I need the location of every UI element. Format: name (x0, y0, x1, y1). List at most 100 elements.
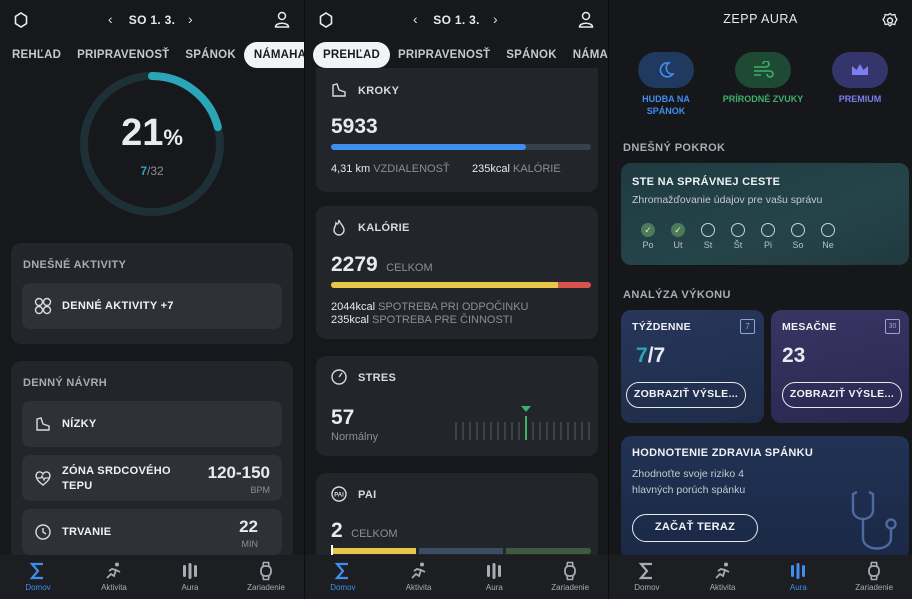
profile-icon[interactable] (274, 11, 290, 28)
nav-aura[interactable]: Aura (160, 561, 220, 592)
nav-activity[interactable]: Aktivita (693, 561, 753, 592)
running-icon (410, 562, 426, 579)
nav-home[interactable]: Domov (617, 561, 677, 592)
steps-card[interactable]: KROKY 5933 4,31 km VZDIALENOSŤ 235kcal K… (316, 68, 598, 192)
monthly-show-results-button[interactable]: ZOBRAZIŤ VÝSLE... (782, 382, 902, 408)
next-day-chevron-icon[interactable]: › (493, 11, 498, 27)
wind-icon (754, 61, 774, 78)
intensity-label: NÍZKY (62, 418, 97, 430)
pai-card[interactable]: PAI PAI 2 CELKOM (316, 473, 598, 563)
analysis-heading: ANALÝZA VÝKONU (623, 289, 731, 301)
tab-sleep[interactable]: SPÁNOK (506, 49, 557, 61)
strain-percent: 21% (121, 112, 183, 154)
nav-aura[interactable]: Aura (464, 561, 524, 592)
tab-readiness[interactable]: PRIPRAVENOSŤ (77, 49, 170, 61)
progress-heading: DNEŠNÝ POKROK (623, 142, 726, 154)
tab-strain[interactable]: NÁMAHA (572, 49, 608, 61)
calories-title: KALÓRIE (358, 222, 410, 234)
calories-bar (331, 282, 591, 288)
sleep-music-icon-wrap (638, 52, 694, 88)
aura-feature-row: HUDBA NA SPÁNOK PRÍRODNÉ ZVUKY PREMIUM (623, 52, 903, 117)
heart-rate-zone-row[interactable]: ZÓNA SRDCOVÉHO TEPU 120-150 BPM (22, 455, 282, 501)
tab-sleep[interactable]: SPÁNOK (185, 49, 236, 61)
profile-icon[interactable] (578, 11, 594, 28)
weekday-label: So (792, 240, 804, 250)
calendar-week-icon: 7 (740, 319, 755, 334)
next-day-chevron-icon[interactable]: › (188, 11, 193, 27)
nav-device[interactable]: Zariadenie (844, 561, 904, 592)
shoe-icon (36, 417, 50, 431)
aura-icon (183, 563, 197, 579)
date-label: SO 1. 3. (128, 13, 176, 27)
weekday-4: Pi (757, 223, 779, 250)
duration-row[interactable]: TRVANIE 22 MIN (22, 509, 282, 555)
progress-card[interactable]: STE NA SPRÁVNEJ CESTE Zhromažďovanie úda… (621, 163, 909, 265)
previous-day-chevron-icon[interactable]: ‹ (413, 11, 418, 27)
previous-day-chevron-icon[interactable]: ‹ (108, 11, 113, 27)
sigma-icon (29, 562, 43, 580)
sleep-health-card[interactable]: HODNOTENIE ZDRAVIA SPÁNKU Zhodnoťte svoj… (621, 436, 909, 560)
weekday-label: St (703, 240, 713, 250)
nav-aura[interactable]: Aura (768, 561, 828, 592)
duration-value: 22 (239, 517, 258, 536)
stress-value: 57 (331, 406, 355, 429)
watch-icon (564, 561, 577, 581)
shoe-icon (332, 83, 346, 97)
progress-subtitle: Zhromažďovanie údajov pre vašu správu (632, 194, 823, 206)
heart-rate-icon (35, 471, 51, 486)
nav-activity[interactable]: Aktivita (389, 561, 449, 592)
aura-panel: ZEPP AURA HUDBA NA SPÁNOK PRÍRODNÉ ZVUKY (608, 0, 912, 599)
daily-activities-label: DENNÉ AKTIVITY +7 (62, 300, 174, 312)
overview-panel: ‹ SO 1. 3. › PREHĽAD PRIPRAVENOSŤ SPÁNOK… (304, 0, 608, 599)
duration-label: TRVANIE (62, 526, 112, 538)
nav-activity[interactable]: Aktivita (84, 561, 144, 592)
calories-card[interactable]: KALÓRIE 2279 CELKOM 2044kcal SPOTREBA PR… (316, 206, 598, 339)
nav-device[interactable]: Zariadenie (540, 561, 600, 592)
weekly-analysis-card[interactable]: TÝŽDENNE 7 7/7 ZOBRAZIŤ VÝSLE... (621, 310, 764, 423)
tab-strain[interactable]: NÁMAHA (243, 42, 304, 68)
running-icon (106, 562, 121, 579)
steps-calories: 235kcal KALÓRIE (472, 163, 561, 175)
premium-icon-wrap (832, 52, 888, 88)
sleep-music-button[interactable]: HUDBA NA SPÁNOK (623, 52, 709, 117)
pai-bar (331, 548, 592, 554)
nav-home[interactable]: Domov (8, 561, 68, 592)
watch-icon (260, 561, 272, 581)
nav-home[interactable]: Domov (313, 561, 373, 592)
app-logo-icon[interactable] (14, 12, 28, 28)
app-logo-icon[interactable] (319, 12, 333, 28)
empty-circle-icon (761, 223, 775, 237)
stress-card[interactable]: STRES 57 Normálny (316, 356, 598, 456)
nature-sounds-button[interactable]: PRÍRODNÉ ZVUKY (720, 52, 806, 117)
weekday-5: So (787, 223, 809, 250)
steps-title: KROKY (358, 85, 400, 97)
heart-rate-zone-value: 120-150 (207, 463, 270, 482)
weekday-label: Št (733, 240, 743, 250)
tab-overview[interactable]: PREHĽAD (313, 42, 390, 68)
nav-device[interactable]: Zariadenie (236, 561, 296, 592)
tab-overview[interactable]: REHĽAD (12, 49, 62, 61)
daily-plan-heading: DENNÝ NÁVRH (23, 377, 107, 389)
monthly-analysis-card[interactable]: MESAČNE 30 23 ZOBRAZIŤ VÝSLE... (771, 310, 909, 423)
calories-rest-segment (331, 282, 558, 288)
weekly-show-results-button[interactable]: ZOBRAZIŤ VÝSLE... (626, 382, 746, 408)
intensity-row[interactable]: NÍZKY (22, 401, 282, 447)
strain-ring (80, 72, 224, 216)
calories-active: 235kcal SPOTREBA PRE ČINNOSTI (331, 314, 513, 326)
daily-activities-button[interactable]: DENNÉ AKTIVITY +7 (22, 283, 282, 329)
stress-title: STRES (358, 372, 397, 384)
settings-gear-icon[interactable] (882, 12, 898, 29)
empty-circle-icon (701, 223, 715, 237)
top-bar: ‹ SO 1. 3. › (305, 0, 608, 40)
date-label: SO 1. 3. (433, 13, 480, 27)
bottom-navigation: Domov Aktivita Aura Zariadenie (609, 555, 912, 599)
top-bar: ZEPP AURA (609, 0, 912, 40)
weekday-label: Pi (763, 240, 772, 250)
premium-button[interactable]: PREMIUM (817, 52, 903, 117)
pai-title: PAI (358, 489, 377, 501)
clock-icon (35, 524, 51, 540)
tab-readiness[interactable]: PRIPRAVENOSŤ (398, 49, 491, 61)
sigma-icon (638, 562, 652, 580)
gauge-icon (331, 369, 347, 385)
start-now-button[interactable]: ZAČAŤ TERAZ (632, 514, 758, 542)
